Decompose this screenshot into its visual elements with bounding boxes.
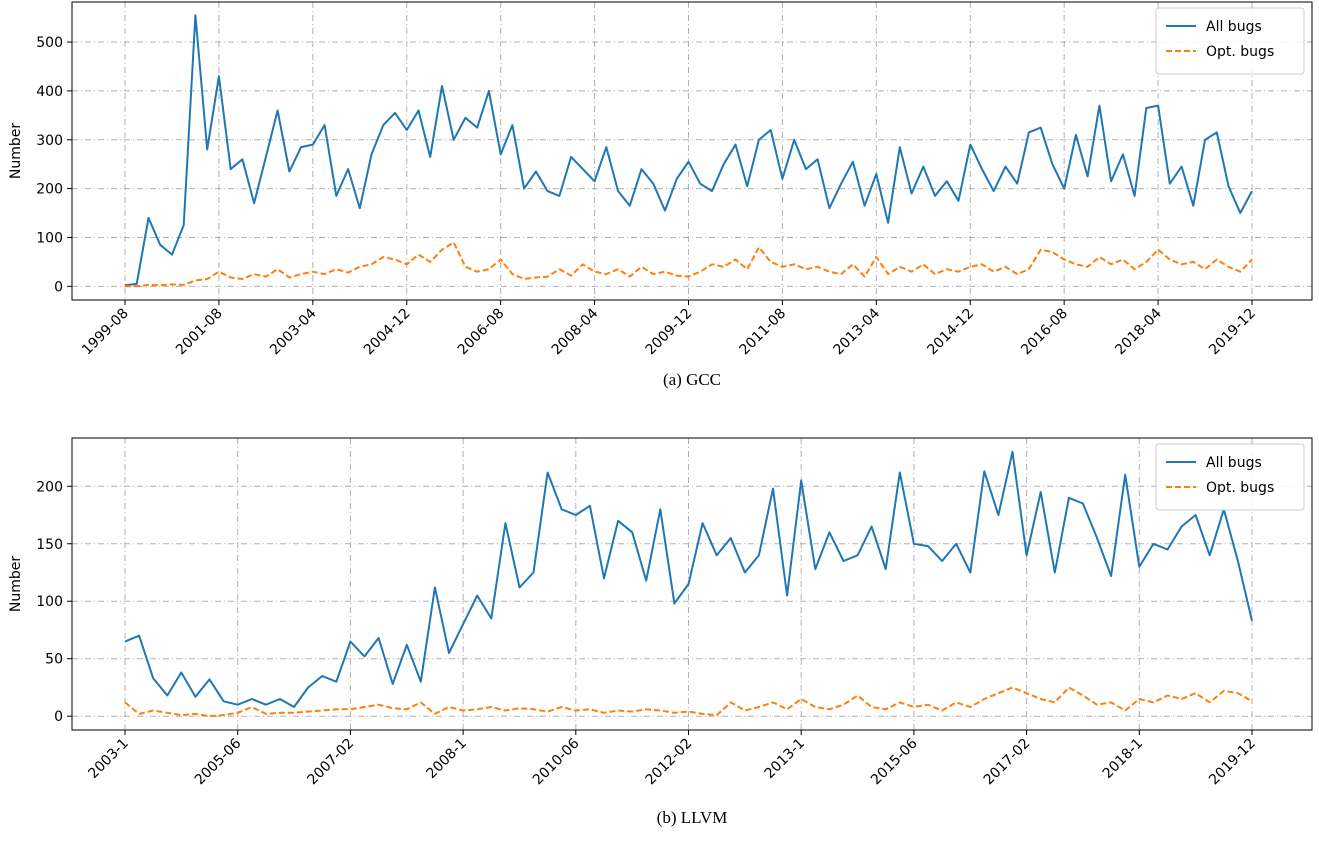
x-tick-label: 2015-06 xyxy=(868,735,921,788)
x-tick-label: 2013-1 xyxy=(762,736,808,782)
x-tick-label: 2009-12 xyxy=(643,306,696,359)
x-tick-label: 2014-12 xyxy=(924,306,977,359)
x-tick-label: 2018-1 xyxy=(1100,736,1146,782)
x-tick-label: 2011-08 xyxy=(737,306,790,359)
y-tick-label: 50 xyxy=(45,652,63,668)
y-tick-label: 0 xyxy=(54,279,63,295)
y-tick-label: 0 xyxy=(54,709,63,725)
legend-label: Opt. bugs xyxy=(1206,480,1274,496)
x-tick-label: 2001-08 xyxy=(173,306,226,359)
legend-label: All bugs xyxy=(1206,19,1262,35)
x-tick-label: 2016-08 xyxy=(1018,306,1071,359)
x-tick-label: 2005-06 xyxy=(192,735,245,788)
caption: (b) LLVM xyxy=(657,808,728,827)
y-axis-label: Number xyxy=(8,123,24,179)
y-tick-label: 200 xyxy=(36,479,63,495)
y-tick-label: 150 xyxy=(36,537,63,553)
x-tick-label: 2013-04 xyxy=(830,305,883,358)
x-tick-label: 2008-1 xyxy=(424,736,470,782)
x-tick-label: 2012-02 xyxy=(643,736,696,789)
legend-label: Opt. bugs xyxy=(1206,44,1274,60)
caption: (a) GCC xyxy=(663,370,721,389)
legend-box xyxy=(1155,443,1305,511)
y-tick-label: 200 xyxy=(36,182,63,198)
x-tick-label: 2017-02 xyxy=(981,736,1034,789)
x-tick-label: 2007-02 xyxy=(305,736,358,789)
x-tick-label: 2010-06 xyxy=(530,735,583,788)
y-tick-label: 400 xyxy=(36,84,63,100)
y-tick-label: 100 xyxy=(36,594,63,610)
plot-frame xyxy=(71,1,1313,301)
x-tick-label: 1999-08 xyxy=(79,306,132,359)
x-tick-label: 2003-04 xyxy=(267,305,320,358)
x-tick-label: 2008-04 xyxy=(549,305,602,358)
plot-frame xyxy=(71,437,1313,731)
series-line xyxy=(124,450,1253,708)
y-tick-label: 100 xyxy=(36,230,63,246)
x-tick-label: 2019-12 xyxy=(1206,306,1259,359)
series-line xyxy=(124,686,1253,718)
x-tick-label: 2019-12 xyxy=(1206,736,1259,789)
series-line xyxy=(125,241,1253,288)
series-line xyxy=(124,14,1253,287)
x-tick-label: 2006-08 xyxy=(455,306,508,359)
y-axis-label: Number xyxy=(8,556,24,612)
y-tick-label: 300 xyxy=(36,133,63,149)
legend-label: All bugs xyxy=(1206,455,1262,471)
x-tick-label: 2003-1 xyxy=(85,736,131,782)
x-tick-label: 2018-04 xyxy=(1112,305,1165,358)
y-tick-label: 500 xyxy=(36,35,63,51)
legend-box xyxy=(1155,7,1305,75)
x-tick-label: 2004-12 xyxy=(361,306,414,359)
